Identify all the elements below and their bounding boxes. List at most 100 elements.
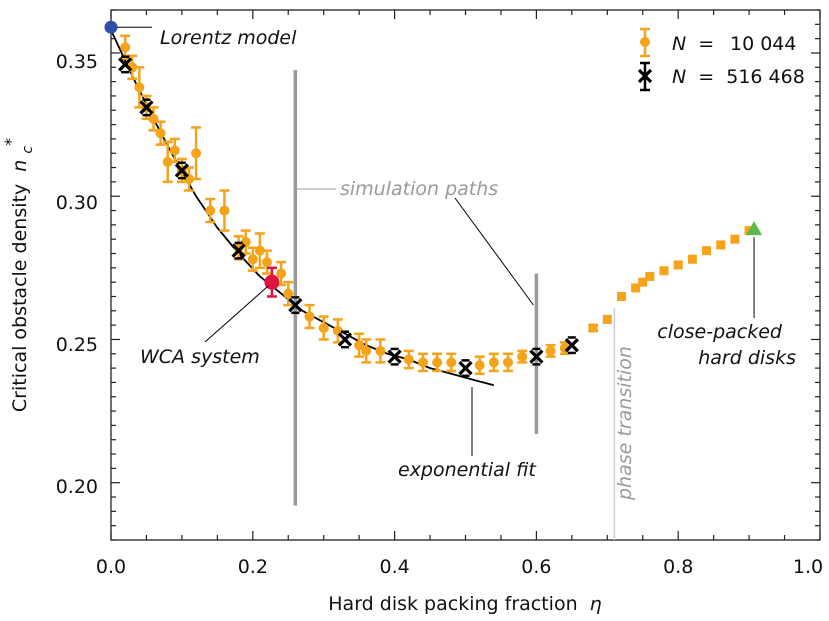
data-point-orange bbox=[261, 257, 272, 268]
y-axis-title: Critical obstacle density n c * bbox=[1, 138, 37, 412]
data-point-orange bbox=[702, 246, 712, 256]
x-tick-labels: 0.0 0.2 0.4 0.6 0.8 1.0 bbox=[96, 556, 823, 578]
annotation-leaders bbox=[117, 26, 755, 456]
legend-entry-1: N = 10 044 bbox=[672, 33, 796, 55]
x-axis-symbol: η bbox=[590, 593, 602, 615]
simulation-paths-label: simulation paths bbox=[340, 178, 498, 200]
data-point-black bbox=[337, 332, 353, 347]
exponential-fit-curve bbox=[110, 29, 495, 387]
series-n516468 bbox=[118, 55, 579, 378]
y-tick-label: 0.20 bbox=[56, 476, 98, 498]
axis-ticks bbox=[110, 9, 821, 541]
x-tick-label: 0.4 bbox=[379, 556, 409, 578]
x-axis-title-text: Hard disk packing fraction bbox=[328, 593, 577, 615]
x-tick-label: 0.8 bbox=[663, 556, 693, 578]
y-axis-symbol-sup: * bbox=[1, 138, 20, 146]
data-point-black bbox=[529, 349, 544, 364]
data-point-black bbox=[118, 57, 133, 72]
y-axis-title-text: Critical obstacle density bbox=[9, 184, 31, 412]
data-point-orange bbox=[645, 271, 655, 281]
data-point-orange bbox=[716, 240, 726, 250]
data-point-orange bbox=[375, 345, 386, 356]
data-point-orange bbox=[134, 82, 145, 93]
guide-lines bbox=[293, 70, 616, 540]
y-tick-labels: 0.20 0.25 0.30 0.35 bbox=[56, 51, 98, 498]
wca-leader bbox=[204, 285, 269, 343]
legend-markers bbox=[637, 27, 653, 92]
wca-point bbox=[264, 274, 280, 290]
x-tick-label: 0.6 bbox=[521, 556, 551, 578]
data-point-orange bbox=[638, 277, 648, 287]
data-point-orange bbox=[205, 205, 216, 216]
data-point-orange bbox=[191, 148, 202, 159]
legend-entry-2-n: N bbox=[672, 66, 686, 88]
lorentz-point bbox=[104, 20, 118, 34]
data-point-orange bbox=[247, 254, 258, 265]
data-point-orange bbox=[432, 357, 443, 368]
data-point-orange bbox=[403, 354, 414, 365]
data-point-orange bbox=[673, 260, 683, 270]
lorentz-label: Lorentz model bbox=[160, 27, 297, 49]
data-point-black bbox=[288, 297, 303, 313]
data-point-orange bbox=[354, 340, 365, 351]
data-point-orange bbox=[155, 128, 166, 139]
y-axis-symbol-sub: c bbox=[20, 146, 36, 154]
legend-marker-1 bbox=[640, 37, 650, 47]
x-tick-label: 0.2 bbox=[238, 556, 268, 578]
y-axis-symbol: n bbox=[9, 160, 31, 172]
close-packed-label-line2: hard disks bbox=[698, 347, 796, 369]
data-point-orange bbox=[446, 357, 457, 368]
sim-paths-leader-2 bbox=[454, 197, 534, 306]
legend-entry-2-eq: = bbox=[698, 66, 714, 88]
data-point-orange bbox=[304, 311, 315, 322]
legend-entry-1-n: N bbox=[672, 33, 686, 55]
data-point-black bbox=[387, 349, 402, 364]
data-point-orange bbox=[545, 345, 556, 356]
y-tick-label: 0.35 bbox=[56, 51, 98, 73]
wca-label: WCA system bbox=[140, 346, 260, 368]
data-point-orange bbox=[318, 323, 329, 333]
data-point-black bbox=[139, 100, 154, 115]
data-point-orange bbox=[169, 145, 180, 156]
legend-entry-1-value: 10 044 bbox=[730, 33, 796, 55]
x-tick-label: 1.0 bbox=[793, 556, 823, 578]
data-point-orange bbox=[283, 288, 294, 299]
data-point-orange bbox=[488, 357, 499, 368]
x-axis-title: Hard disk packing fraction η bbox=[328, 593, 601, 615]
data-point-black bbox=[174, 163, 190, 178]
data-point-orange bbox=[616, 291, 626, 301]
close-packed-point bbox=[746, 221, 763, 236]
y-tick-label: 0.30 bbox=[56, 192, 98, 214]
data-point-orange bbox=[659, 266, 669, 276]
legend-entry-2: N = 516 468 bbox=[672, 66, 805, 88]
series-n10044 bbox=[120, 34, 754, 376]
legend-marker-2 bbox=[637, 68, 653, 84]
exponential-fit-label: exponential fit bbox=[398, 459, 537, 481]
data-point-orange bbox=[687, 254, 697, 264]
data-point-orange bbox=[503, 357, 514, 368]
legend-entry-2-value: 516 468 bbox=[726, 66, 805, 88]
data-point-black bbox=[564, 338, 579, 353]
close-packed-label-line1: close-packed bbox=[657, 321, 783, 343]
legend-entry-1-eq: = bbox=[698, 33, 714, 55]
y-tick-label: 0.25 bbox=[56, 334, 98, 356]
data-point-orange bbox=[120, 42, 131, 53]
data-point-orange bbox=[588, 323, 598, 333]
fit-curve-group bbox=[110, 29, 495, 387]
legend: N = 10 044 N = 516 468 bbox=[637, 27, 805, 92]
data-point-orange bbox=[631, 283, 641, 293]
data-point-black bbox=[231, 243, 246, 258]
data-point-orange bbox=[417, 357, 428, 368]
x-tick-label: 0.0 bbox=[96, 556, 126, 578]
data-point-orange bbox=[517, 351, 528, 362]
data-point-orange bbox=[361, 345, 372, 356]
data-point-orange bbox=[276, 268, 287, 279]
data-point-black bbox=[458, 360, 473, 376]
data-point-orange bbox=[602, 314, 612, 324]
special-points bbox=[104, 20, 763, 298]
data-point-orange bbox=[162, 156, 173, 167]
phase-transition-label: phase transition bbox=[614, 346, 636, 501]
data-point-orange bbox=[474, 360, 485, 371]
data-point-orange bbox=[254, 245, 265, 256]
